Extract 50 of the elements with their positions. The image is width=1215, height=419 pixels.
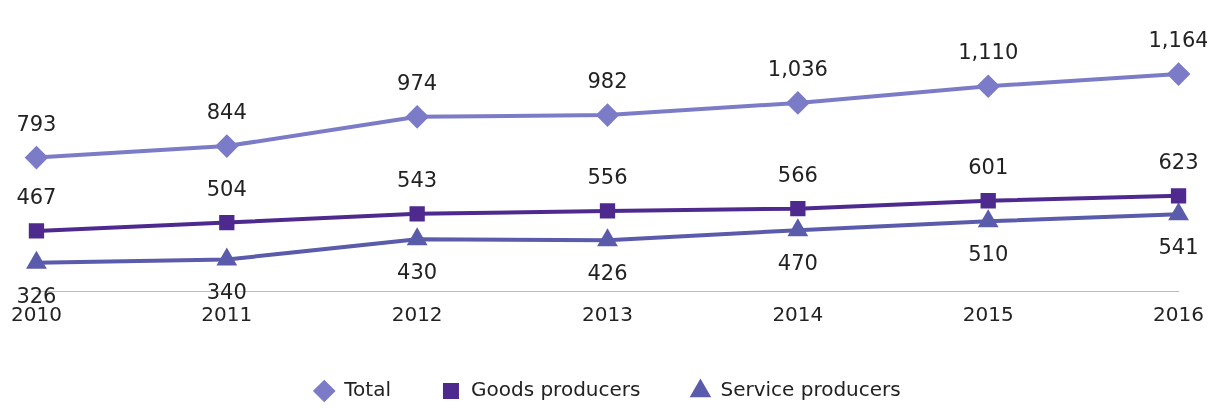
point: [980, 193, 996, 209]
data-label: 541: [1158, 235, 1199, 260]
point: [217, 249, 236, 266]
data-label: 601: [968, 154, 1009, 179]
data-label: 793: [16, 111, 57, 136]
point: [1169, 204, 1188, 221]
data-label: 470: [777, 251, 818, 276]
data-label: 504: [206, 176, 247, 201]
data-label: 426: [587, 261, 628, 286]
point: [409, 206, 425, 222]
point: [977, 75, 1000, 98]
point: [406, 105, 429, 128]
x-tick-label: 2012: [391, 302, 443, 327]
data-label: 623: [1158, 149, 1199, 174]
data-label: 982: [587, 69, 628, 93]
data-label: 340: [206, 280, 247, 305]
data-label: 844: [206, 100, 247, 125]
data-label: 430: [397, 260, 438, 285]
data-label: 556: [587, 164, 628, 189]
point: [788, 220, 807, 237]
data-label: 543: [397, 167, 438, 192]
data-label: 510: [968, 242, 1009, 267]
x-tick-label: 2016: [1153, 302, 1204, 327]
x-tick-label: 2011: [201, 302, 253, 327]
point: [979, 211, 998, 228]
point: [1170, 188, 1187, 204]
point: [215, 135, 238, 158]
point: [25, 146, 48, 169]
data-label: 1,164: [1148, 28, 1209, 53]
data-label: 1,110: [958, 40, 1019, 65]
point: [26, 250, 47, 269]
point: [219, 214, 235, 231]
point: [596, 104, 619, 127]
x-tick-label: 2013: [582, 302, 633, 327]
data-label: 467: [16, 184, 57, 209]
point: [1167, 63, 1190, 86]
x-tick-label: 2015: [962, 302, 1014, 327]
x-tick-label: 2014: [772, 302, 824, 327]
data-label: 566: [777, 162, 818, 187]
point: [786, 91, 809, 114]
legend-label: Goods producers: [470, 377, 641, 402]
point: [790, 200, 806, 217]
data-label: 974: [397, 70, 438, 95]
legend-label: Service producers: [720, 377, 901, 402]
point: [598, 230, 617, 247]
legend-label: Total: [343, 377, 391, 402]
point: [408, 229, 427, 246]
point: [599, 203, 616, 219]
data-label: 1,036: [767, 56, 828, 81]
point: [28, 223, 45, 239]
